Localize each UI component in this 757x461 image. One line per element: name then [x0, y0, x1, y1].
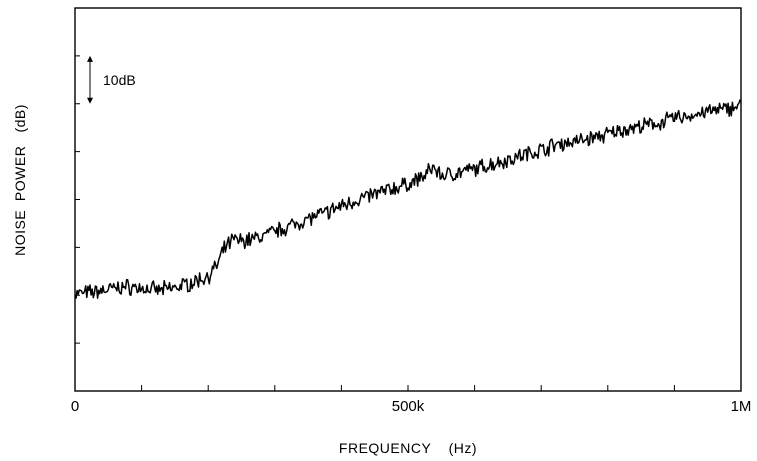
scale-marker-label: 10dB [103, 72, 136, 88]
x-tick-label-3: 1M [731, 398, 752, 415]
y-axis-ticks [75, 55, 80, 344]
x-axis-ticks [141, 385, 675, 391]
scale-marker: 10dB [87, 55, 136, 104]
y-axis-title: NOISE POWER (dB) [12, 104, 28, 256]
x-axis-title: FREQUENCY (Hz) [339, 440, 477, 456]
x-tick-label-2: 500k [392, 398, 425, 415]
plot-frame [74, 7, 742, 392]
noise-power-series-line [74, 99, 742, 299]
scale-marker-arrowhead-bottom [87, 97, 93, 104]
x-axis-tick-labels: 0 500k 1M [71, 398, 752, 415]
scale-marker-arrowhead-top [87, 55, 93, 62]
x-tick-label-1: 0 [71, 398, 79, 415]
